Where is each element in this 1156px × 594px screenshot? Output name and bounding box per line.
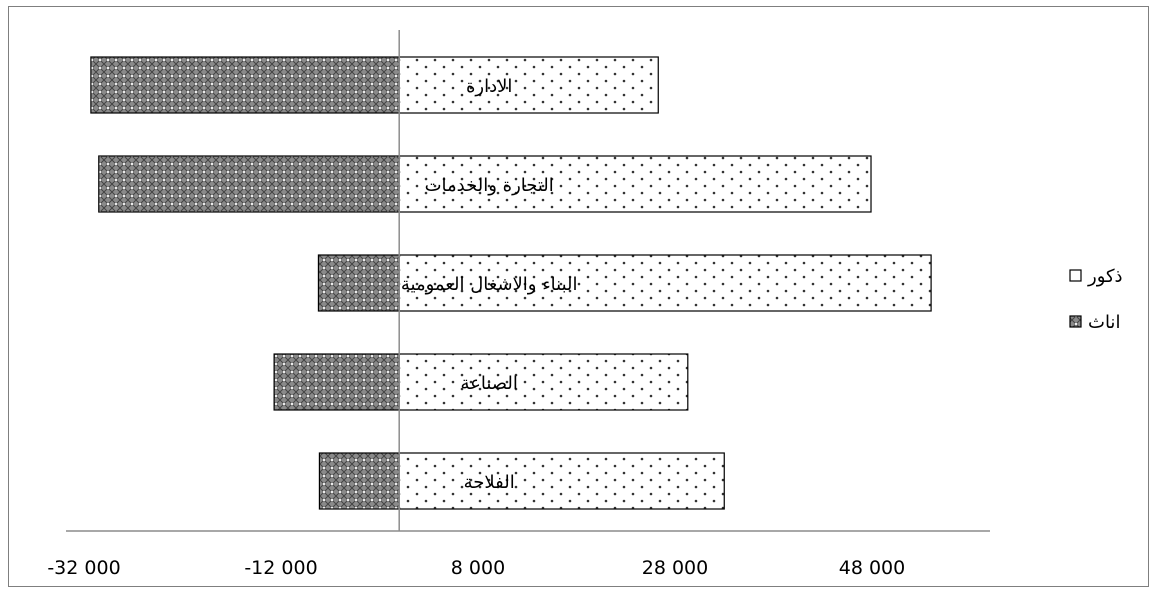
bar-male-3 — [398, 353, 689, 411]
bar-male-4 — [398, 452, 725, 510]
category-label: الفلاحة — [464, 472, 515, 493]
chart-frame — [8, 6, 1149, 587]
category-label: الادارة — [466, 76, 512, 97]
x-tick-label: 28 000 — [642, 557, 708, 579]
bar-female-1 — [98, 155, 400, 213]
axis-layer: -32 000 -12 000 8 000 28 000 48 000 — [47, 30, 990, 579]
bar-female-3 — [273, 353, 400, 411]
x-tick-label: -12 000 — [244, 557, 317, 579]
x-tick-label: 48 000 — [839, 557, 905, 579]
category-label: الصناعة — [460, 373, 517, 394]
category-label: البناء والاشغال العمومية — [401, 274, 578, 295]
x-tick-label: -32 000 — [47, 557, 120, 579]
bars-layer — [90, 56, 932, 510]
bar-male-0 — [398, 56, 659, 114]
bar-male-1 — [398, 155, 872, 213]
labels-layer: الادارة التجارة والخدمات البناء والاشغال ا… — [401, 76, 578, 493]
legend: ذكور اناث — [1069, 266, 1123, 333]
x-tick-label: 8 000 — [451, 557, 505, 579]
bar-female-2 — [317, 254, 400, 312]
bar-female-0 — [90, 56, 400, 114]
category-label: التجارة والخدمات — [425, 175, 554, 196]
legend-label-male: ذكور — [1087, 266, 1123, 287]
legend-swatch-male — [1069, 269, 1082, 282]
legend-swatch-female — [1069, 315, 1082, 328]
bar-female-4 — [318, 452, 400, 510]
legend-label-female: اناث — [1088, 312, 1120, 333]
